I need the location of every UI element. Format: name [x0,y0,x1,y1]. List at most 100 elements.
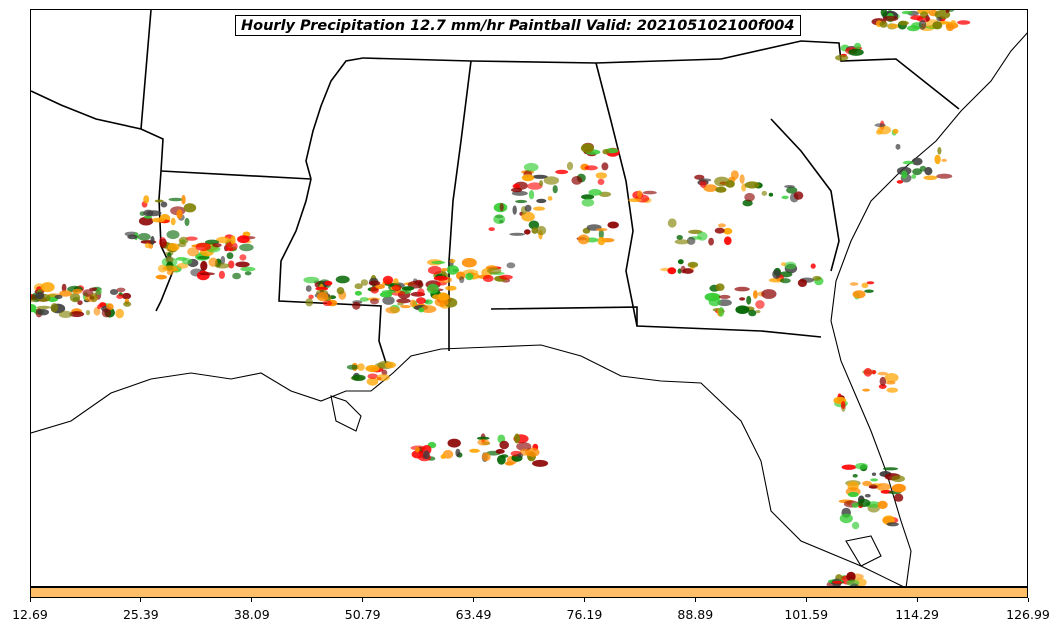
lake-okeechobee [845,535,882,567]
paintball-blob [945,10,950,13]
paintball-blob [768,192,774,197]
paintball-blob [459,276,465,284]
paintball-blob [445,285,457,291]
paintball-blob [797,279,808,287]
paintball-blob [170,217,176,226]
paintball-blob [155,274,167,280]
colorbar-tick [473,598,475,602]
paintball-blob [877,125,891,135]
paintball-blob [846,571,856,582]
paintball-blob [197,255,210,260]
paintball-blob [893,493,904,502]
paintball-blob [878,384,887,389]
paintball-blob [924,167,933,176]
paintball-blob [375,284,385,289]
paintball-blob [441,269,446,277]
paintball-blob [305,285,312,292]
paintball-blob [159,238,167,249]
paintball-blob [868,484,878,489]
paintball-blob [184,217,190,227]
paintball-blob [461,257,477,268]
paintball-blob [855,462,868,470]
paintball-blob [885,380,896,385]
paintball-blob [680,265,686,274]
paintball-blob [547,196,553,201]
paintball-blob [524,204,532,212]
paintball-blob [61,283,67,292]
paintball-blob [69,311,85,318]
paintball-blob [598,191,612,197]
paintball-blob [85,310,91,316]
paintball-blob [667,267,677,275]
paintball-blob [185,236,198,241]
paintball-blob [143,195,150,204]
paintball-blob [433,275,448,281]
paintball-blob [877,500,888,509]
paintball-blob [642,190,657,195]
paintball-blob [58,310,73,318]
paintball-blob [832,580,843,584]
paintball-blob [891,475,905,483]
paintball-blob [708,237,714,246]
paintball-blob [228,260,235,269]
paintball-blob [357,363,365,371]
paintball-blob [116,294,124,299]
paintball-blob [841,464,857,470]
paintball-blob [892,128,899,134]
paintball-blob [555,169,569,175]
paintball-blob [874,123,886,128]
paintball-blob [95,288,102,296]
paintball-blob [918,19,927,30]
georgia-sc-border [770,118,840,272]
paintball-blob [703,184,718,193]
paintball-blob [854,42,862,50]
paintball-blob [367,373,378,379]
paintball-blob [391,284,402,291]
paintball-blob [123,301,132,307]
paintball-blob [138,216,154,226]
paintball-blob [862,480,872,487]
colorbar-tick [362,598,364,602]
paintball-blob [793,191,804,200]
paintball-blob [676,235,683,240]
paintball-blob [176,209,183,220]
paintball-blob [77,300,83,306]
paintball-blob [884,373,899,383]
paintball-blob [628,198,642,203]
paintball-blob [208,257,218,267]
colorbar-tick-label: 114.29 [895,607,939,622]
atlantic-coastline [830,32,1027,586]
colorbar-tick [916,598,918,602]
paintball-blob [506,262,516,269]
paintball-blob [397,302,404,306]
paintball-blob [753,290,758,299]
paintball-blob [417,288,425,297]
colorbar-tick [805,598,807,602]
paintball-blob [851,521,860,530]
paintball-blob [532,459,549,467]
paintball-blob [31,304,37,313]
paintball-blob [469,448,480,453]
paintball-blob [497,455,506,465]
paintball-blob [218,270,225,279]
paintball-blob [515,199,528,204]
paintball-blob [354,290,362,296]
paintball-blob [528,220,540,230]
paintball-blob [488,227,495,232]
paintball-blob [566,161,574,171]
paintball-blob [168,197,184,202]
paintball-blob [154,199,164,203]
paintball-blob [861,282,869,288]
paintball-blob [864,289,874,293]
paintball-blob [810,263,816,269]
paintball-blob [455,448,461,458]
paintball-blob [687,261,699,268]
gulf-coastline [31,344,904,586]
paintball-blob [244,271,252,276]
paintball-blob [127,234,138,240]
paintball-blob [870,478,878,482]
paintball-blob [581,194,595,200]
paintball-blob [598,229,604,239]
paintball-blob [597,236,606,246]
paintball-blob [400,305,411,309]
